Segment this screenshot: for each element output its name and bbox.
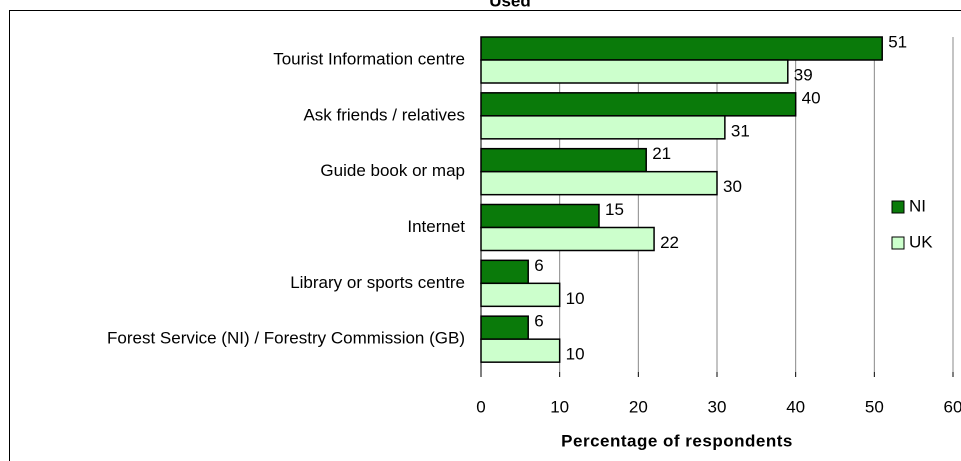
- value-label: 10: [566, 345, 585, 364]
- legend-swatch: [891, 200, 905, 214]
- y-tick-label: Internet: [407, 217, 465, 236]
- bar: [480, 338, 561, 363]
- legend-label: UK: [909, 232, 933, 251]
- legend-swatch: [891, 236, 905, 250]
- value-label: 6: [534, 312, 543, 331]
- x-tick-label: 50: [865, 397, 884, 416]
- x-tick-label: 10: [550, 397, 569, 416]
- x-axis-label: Percentage of respondents: [561, 431, 793, 450]
- value-label: 21: [652, 144, 671, 163]
- bar: [480, 115, 726, 140]
- value-label: 40: [802, 88, 821, 107]
- bar: [480, 170, 718, 196]
- top-strip: [0, 0, 961, 10]
- bar: [480, 36, 883, 61]
- value-label: 51: [888, 32, 907, 51]
- x-tick-label: 60: [944, 397, 961, 416]
- bar: [480, 315, 529, 340]
- value-label: 39: [794, 65, 813, 84]
- bar: [480, 203, 600, 229]
- value-label: 6: [534, 256, 543, 275]
- y-tick-label: Forest Service (NI) / Forestry Commissio…: [107, 329, 465, 348]
- bar: [480, 282, 561, 308]
- bar: [480, 259, 529, 285]
- x-tick-label: 30: [708, 397, 727, 416]
- bar: [480, 226, 655, 252]
- legend-label: NI: [909, 196, 926, 215]
- value-label: 30: [723, 177, 742, 196]
- y-tick-label: Guide book or map: [320, 161, 465, 180]
- value-label: 10: [566, 289, 585, 308]
- chart-title: Used: [489, 0, 531, 10]
- x-tick-label: 40: [786, 397, 805, 416]
- bar: [480, 59, 789, 84]
- x-tick-label: 0: [476, 397, 485, 416]
- value-label: 22: [660, 233, 679, 252]
- x-tick-label: 20: [629, 397, 648, 416]
- y-tick-label: Tourist Information centre: [273, 49, 465, 68]
- bar: [480, 147, 647, 173]
- value-label: 15: [605, 200, 624, 219]
- value-label: 31: [731, 121, 750, 140]
- y-tick-label: Library or sports centre: [290, 273, 465, 292]
- y-tick-label: Ask friends / relatives: [303, 105, 465, 124]
- bar: [480, 92, 797, 117]
